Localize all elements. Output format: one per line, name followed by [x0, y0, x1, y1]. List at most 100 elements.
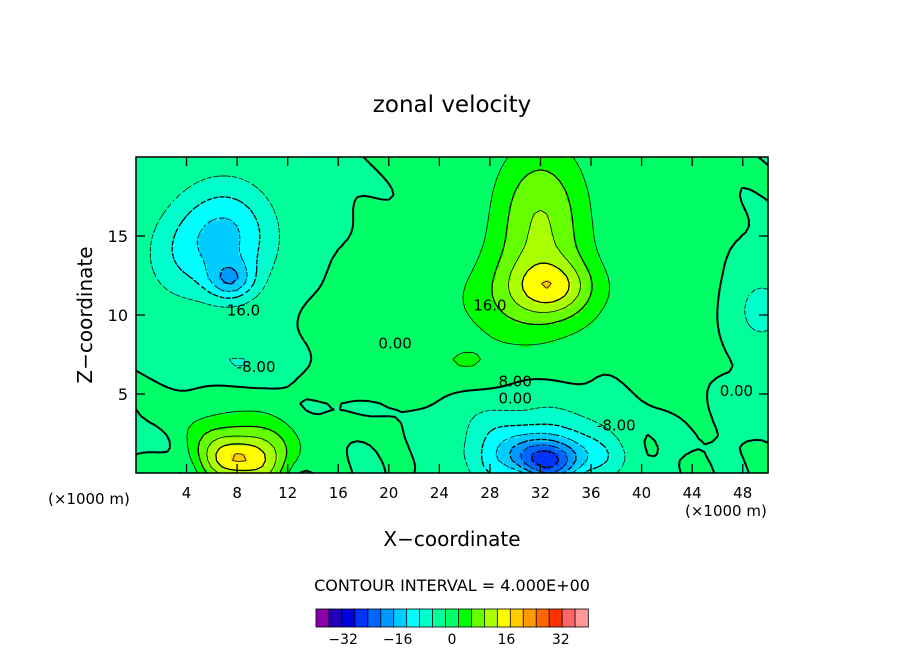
- contour-cell: [226, 382, 232, 387]
- contour-cell: [629, 437, 635, 442]
- contour-cell: [538, 449, 544, 454]
- contour-cell: [720, 394, 726, 399]
- contour-cell: [234, 362, 240, 367]
- contour-cell: [724, 453, 730, 458]
- contour-cell: [282, 390, 287, 395]
- contour-cell: [594, 350, 599, 356]
- contour-cell: [491, 457, 497, 462]
- contour-cell: [392, 390, 398, 395]
- contour-cell: [266, 445, 271, 450]
- contour-cell: [270, 465, 275, 470]
- contour-cell: [700, 390, 706, 395]
- contour-cell: [590, 394, 595, 399]
- contour-cell: [452, 374, 457, 379]
- contour-cell: [732, 421, 737, 427]
- contour-cell: [234, 421, 240, 427]
- contour-cell: [487, 378, 493, 383]
- contour-cell: [669, 425, 674, 431]
- contour-cell: [388, 378, 394, 383]
- contour-cell: [736, 350, 741, 356]
- contour-cell: [329, 374, 335, 379]
- contour-cell: [428, 358, 433, 363]
- contour-cell: [677, 449, 682, 454]
- contour-cell: [432, 469, 437, 474]
- contour-cell: [183, 354, 188, 360]
- contour-cell: [736, 409, 741, 415]
- contour-cell: [139, 382, 145, 387]
- contour-cell: [483, 445, 489, 450]
- contour-cell: [467, 437, 473, 442]
- contour-cell: [139, 362, 145, 367]
- contour-cell: [416, 469, 421, 474]
- contour-cell: [483, 449, 489, 454]
- contour-cell: [562, 441, 568, 446]
- contour-cell: [764, 374, 769, 379]
- contour-cell: [139, 358, 145, 363]
- contour-cell: [546, 390, 552, 395]
- contour-cell: [550, 441, 556, 446]
- contour-cell: [503, 370, 508, 375]
- contour-cell: [764, 469, 769, 474]
- contour-cell: [353, 437, 358, 442]
- contour-cell: [222, 390, 228, 395]
- contour-cell: [748, 358, 753, 363]
- contour-cell: [649, 469, 655, 474]
- contour-cell: [681, 382, 686, 387]
- contour-cell: [369, 374, 374, 379]
- contour-cell: [400, 417, 406, 423]
- contour-cell: [297, 421, 303, 427]
- contour-cell: [345, 465, 350, 470]
- contour-cell: [183, 405, 188, 411]
- contour-cell: [321, 453, 327, 458]
- contour-cell: [558, 378, 564, 383]
- contour-cell: [175, 366, 181, 371]
- contour-cell: [211, 382, 216, 387]
- contour-cell: [226, 417, 232, 423]
- contour-cell: [531, 417, 536, 423]
- contour-cell: [345, 421, 350, 427]
- contour-cell: [262, 457, 267, 462]
- contour-cell: [345, 358, 350, 363]
- contour-cell: [613, 390, 619, 395]
- contour-cell: [175, 350, 181, 356]
- contour-cell: [499, 378, 504, 383]
- contour-cell: [455, 401, 461, 407]
- contour-cell: [681, 390, 686, 395]
- contour-cell: [373, 390, 378, 395]
- contour-cell: [432, 461, 437, 466]
- contour-cell: [349, 397, 354, 403]
- contour-cell: [384, 394, 390, 399]
- contour-cell: [574, 358, 579, 363]
- contour-cell: [716, 461, 722, 466]
- contour-cell: [629, 354, 635, 360]
- contour-cell: [175, 346, 181, 352]
- contour-cell: [238, 350, 244, 356]
- contour-cell: [392, 358, 398, 363]
- contour-cell: [412, 378, 418, 383]
- contour-cell: [191, 354, 196, 360]
- contour-cell: [412, 441, 418, 446]
- contour-cell: [689, 445, 694, 450]
- contour-cell: [408, 397, 414, 403]
- contour-cell: [720, 465, 726, 470]
- contour-cell: [574, 386, 579, 391]
- contour-cell: [704, 350, 710, 356]
- contour-cell: [349, 413, 354, 419]
- contour-cell: [432, 390, 437, 395]
- contour-cell: [570, 378, 576, 383]
- contour-cell: [562, 378, 568, 383]
- contour-cell: [297, 461, 303, 466]
- contour-cell: [499, 354, 504, 360]
- contour-cell: [657, 469, 662, 474]
- contour-cell: [685, 370, 690, 375]
- contour-cell: [554, 469, 560, 474]
- contour-cell: [396, 449, 402, 454]
- contour-cell: [692, 433, 698, 439]
- contour-cell: [633, 413, 639, 419]
- contour-cell: [554, 429, 560, 435]
- contour-cell: [554, 421, 560, 427]
- contour-cell: [301, 461, 307, 466]
- contour-cell: [617, 445, 623, 450]
- contour-cell: [534, 413, 540, 419]
- contour-cell: [380, 441, 386, 446]
